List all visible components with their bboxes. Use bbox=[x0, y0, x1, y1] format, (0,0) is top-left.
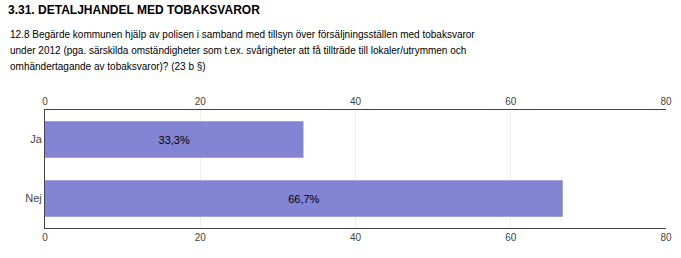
svg-text:60: 60 bbox=[505, 232, 517, 243]
svg-text:Nej: Nej bbox=[25, 192, 42, 204]
svg-text:80: 80 bbox=[660, 96, 672, 107]
svg-text:80: 80 bbox=[660, 232, 672, 243]
svg-text:3.31. DETALJHANDEL MED TOBAKSV: 3.31. DETALJHANDEL MED TOBAKSVAROR bbox=[8, 3, 260, 17]
svg-text:0: 0 bbox=[42, 96, 48, 107]
svg-text:12.8 Begärde kommunen hjälp av: 12.8 Begärde kommunen hjälp av polisen i… bbox=[10, 29, 475, 40]
svg-text:66,7%: 66,7% bbox=[288, 193, 319, 205]
svg-text:Ja: Ja bbox=[30, 133, 43, 145]
svg-text:under 2012 (pga. särskilda oms: under 2012 (pga. särskilda omständighete… bbox=[10, 45, 466, 56]
svg-text:40: 40 bbox=[350, 232, 362, 243]
svg-text:40: 40 bbox=[350, 96, 362, 107]
svg-text:omhändertagande av tobaksvaror: omhändertagande av tobaksvaror)? (23 b §… bbox=[10, 61, 206, 72]
svg-text:0: 0 bbox=[42, 232, 48, 243]
svg-text:33,3%: 33,3% bbox=[159, 134, 190, 146]
svg-text:60: 60 bbox=[505, 96, 517, 107]
svg-text:20: 20 bbox=[195, 232, 207, 243]
svg-text:20: 20 bbox=[195, 96, 207, 107]
